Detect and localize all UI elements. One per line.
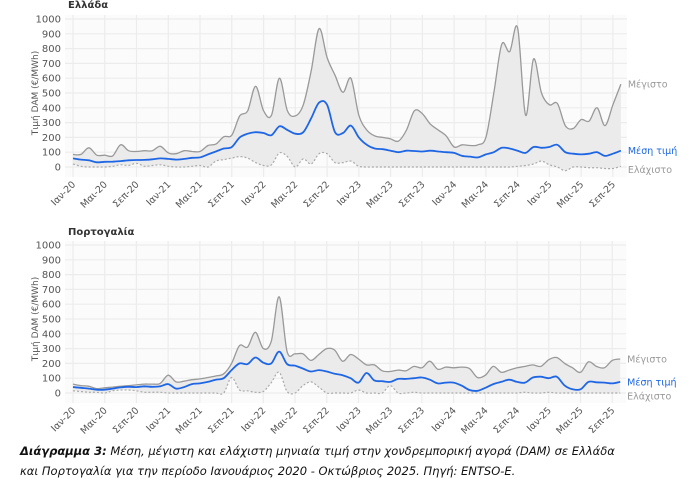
y-tick-label: 800 <box>42 270 61 281</box>
caption-line-2: και Πορτογαλία για την περίοδο Ιανουάριο… <box>20 464 516 478</box>
series-line-max <box>72 25 622 158</box>
x-tick-label: Μαι-20 <box>79 405 110 436</box>
x-tick-label: Ιαν-22 <box>240 179 269 208</box>
caption-text-1: Μέση, μέγιστη και ελάχιστη μηνιαία τιμή … <box>106 444 615 458</box>
y-tick-label: 500 <box>42 315 61 326</box>
x-tick-label: Σεπ-21 <box>206 179 237 210</box>
x-tick-label: Μαι-20 <box>79 179 110 210</box>
series-line-mean <box>72 350 621 392</box>
y-tick-label: 900 <box>42 29 61 40</box>
caption-line-1: Διάγραμμα 3: Μέση, μέγιστη και ελάχιστη … <box>20 444 615 458</box>
x-tick-label: Σεπ-20 <box>111 179 142 210</box>
series-line-mean <box>72 100 622 164</box>
x-tick-label: Ιαν-22 <box>240 405 269 434</box>
min-max-band <box>73 296 621 395</box>
y-tick-label: 1000 <box>36 241 61 252</box>
x-tick-label: Μαι-23 <box>364 179 395 210</box>
x-tick-label: Μαι-24 <box>459 405 490 436</box>
x-tick-label: Ιαν-24 <box>430 179 459 208</box>
x-tick-label: Ιαν-21 <box>144 179 173 208</box>
x-tick-label: Ιαν-20 <box>49 179 78 208</box>
x-tick-label: Ιαν-24 <box>430 405 459 434</box>
series-end-label: Μέγιστο <box>627 354 667 365</box>
x-tick-label: Σεπ-24 <box>492 405 523 436</box>
x-tick-label: Σεπ-24 <box>492 179 523 210</box>
y-axis-label: Τιμή DAM (€/MWh) <box>31 277 41 363</box>
x-tick-label: Ιαν-25 <box>525 405 554 434</box>
x-tick-label: Σεπ-23 <box>397 179 428 210</box>
series-end-label: Μέση τιμή <box>627 377 676 388</box>
series-end-label: Μέγιστο <box>628 80 668 91</box>
y-axis-label: Τιμή DAM (€/MWh) <box>31 51 41 137</box>
y-tick-label: 200 <box>42 359 61 370</box>
x-tick-label: Μαι-25 <box>555 179 586 210</box>
y-tick-label: 200 <box>42 133 61 144</box>
x-tick-label: Ιαν-20 <box>49 405 78 434</box>
y-tick-label: 0 <box>55 163 61 174</box>
x-tick-label: Σεπ-20 <box>111 405 142 436</box>
y-tick-label: 300 <box>42 118 61 129</box>
x-tick-label: Ιαν-21 <box>144 405 173 434</box>
y-tick-label: 500 <box>42 89 61 100</box>
x-tick-label: Σεπ-25 <box>587 179 618 210</box>
series-line-min <box>72 151 622 172</box>
x-tick-label: Μαι-21 <box>174 179 205 210</box>
x-tick-label: Ιαν-23 <box>335 405 364 434</box>
series-end-label: Ελάχιστο <box>628 165 672 176</box>
series-line-max <box>72 296 621 390</box>
x-tick-label: Σεπ-23 <box>396 405 427 436</box>
caption-label: Διάγραμμα 3: <box>20 444 107 458</box>
x-tick-label: Σεπ-25 <box>587 405 618 436</box>
x-tick-label: Μαι-21 <box>174 405 205 436</box>
series-end-label: Μέση τιμή <box>628 146 677 157</box>
y-tick-label: 900 <box>42 255 61 266</box>
y-tick-label: 100 <box>42 374 61 385</box>
chart-title: Πορτογαλία <box>68 226 135 238</box>
min-max-band <box>73 25 621 171</box>
x-tick-label: Σεπ-22 <box>301 405 332 436</box>
x-tick-label: Σεπ-22 <box>302 179 333 210</box>
chart-title: Ελλάδα <box>68 0 108 11</box>
y-tick-label: 700 <box>42 59 61 70</box>
y-tick-label: 600 <box>42 74 61 85</box>
y-tick-label: 0 <box>55 389 61 400</box>
x-tick-label: Μαι-25 <box>554 405 585 436</box>
y-tick-label: 300 <box>42 344 61 355</box>
x-tick-label: Μαι-22 <box>269 179 300 210</box>
y-tick-label: 800 <box>42 44 61 55</box>
series-end-label: Ελάχιστο <box>627 392 671 403</box>
x-tick-label: Σεπ-21 <box>206 405 237 436</box>
y-tick-label: 100 <box>42 148 61 159</box>
series-line-min <box>72 371 621 395</box>
y-tick-label: 600 <box>42 300 61 311</box>
y-tick-label: 700 <box>42 285 61 296</box>
y-tick-label: 400 <box>42 329 61 340</box>
x-tick-label: Μαι-22 <box>269 405 300 436</box>
x-tick-label: Μαι-24 <box>460 179 491 210</box>
x-tick-label: Ιαν-25 <box>526 179 555 208</box>
x-tick-label: Μαι-23 <box>364 405 395 436</box>
x-tick-label: Ιαν-23 <box>335 179 364 208</box>
y-tick-label: 400 <box>42 103 61 114</box>
y-tick-label: 1000 <box>36 15 61 26</box>
